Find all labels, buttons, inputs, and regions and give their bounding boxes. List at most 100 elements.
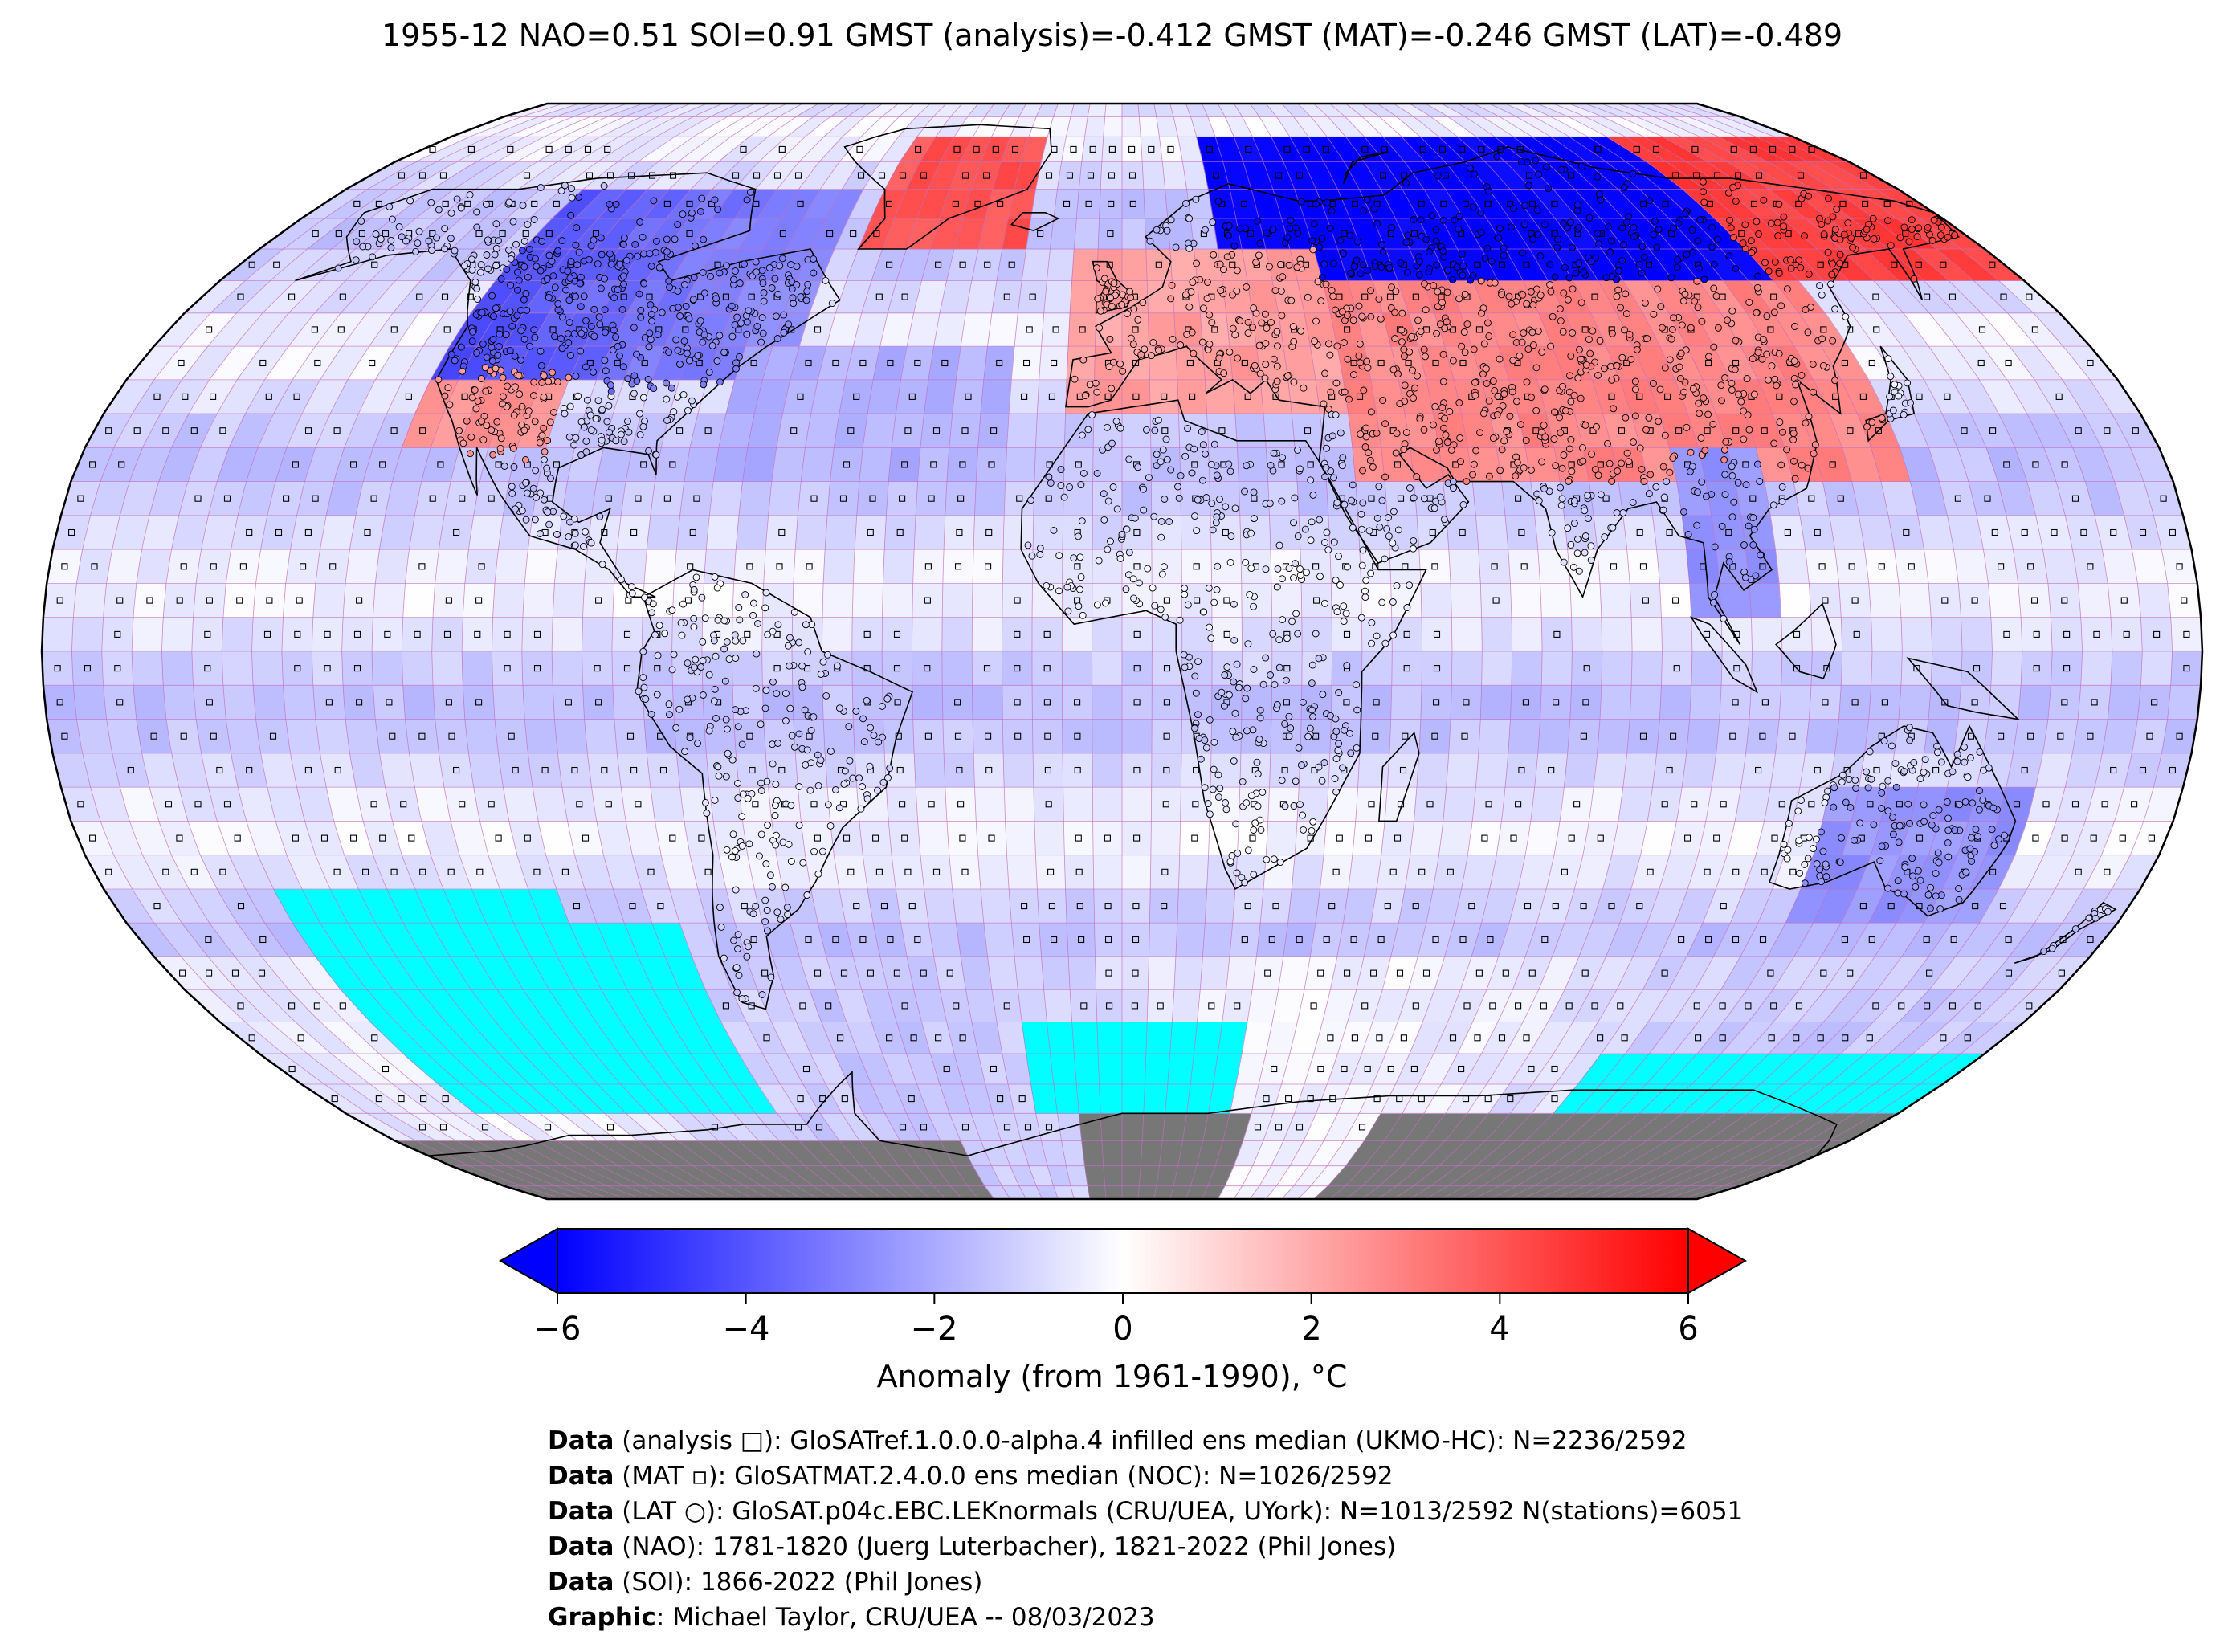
station-marker (447, 350, 455, 358)
anomaly-cell (1481, 617, 1513, 652)
anomaly-cell (1571, 617, 1603, 652)
anomaly-cell (1121, 855, 1152, 890)
station-marker (1737, 398, 1745, 406)
station-marker (654, 331, 662, 339)
anomaly-cell (225, 719, 261, 754)
station-marker (471, 278, 479, 286)
station-marker (1533, 490, 1541, 498)
station-marker (490, 312, 497, 320)
station-marker (1366, 456, 1374, 464)
anomaly-cell (1626, 549, 1660, 584)
anomaly-cell (371, 617, 404, 652)
anomaly-cell (1438, 821, 1473, 856)
station-marker (547, 475, 554, 483)
station-marker (570, 441, 578, 449)
anomaly-cell (920, 855, 953, 890)
anomaly-cell (833, 855, 868, 890)
station-marker (512, 240, 520, 248)
station-marker (803, 288, 811, 296)
station-marker (1805, 271, 1813, 278)
anomaly-cell (1002, 549, 1034, 584)
station-marker (1439, 377, 1447, 385)
station-marker (743, 196, 751, 204)
station-marker (1710, 284, 1718, 292)
station-marker (1385, 532, 1393, 540)
station-marker (705, 369, 713, 376)
station-marker (1496, 355, 1504, 363)
station-marker (1119, 367, 1127, 375)
anomaly-cell (311, 617, 344, 652)
anomaly-cell (342, 583, 376, 618)
station-marker (571, 529, 579, 537)
station-marker (427, 198, 435, 206)
station-marker (496, 444, 504, 452)
station-marker (492, 262, 500, 270)
anomaly-cell (2077, 583, 2112, 618)
anomaly-cell (955, 345, 989, 381)
anomaly-cell (1749, 583, 1782, 618)
station-marker (489, 451, 497, 459)
anomaly-cell (1099, 189, 1123, 219)
anomaly-cell (251, 651, 284, 686)
anomaly-cell (1315, 888, 1349, 924)
anomaly-cell (1151, 719, 1182, 754)
anomaly-cell (650, 786, 685, 822)
station-marker (507, 281, 515, 289)
anomaly-cell (822, 549, 855, 584)
station-marker (1333, 342, 1341, 350)
anomaly-cell (708, 786, 743, 822)
station-marker (612, 437, 620, 445)
anomaly-cell (103, 583, 137, 618)
anomaly-cell (1898, 684, 1932, 720)
anomaly-cell (862, 413, 896, 448)
anomaly-cell (1990, 617, 2023, 652)
anomaly-cell (1630, 617, 1663, 652)
anomaly-cell (586, 753, 622, 788)
anomaly-cell (71, 651, 104, 686)
anomaly-cell (1121, 1185, 1140, 1199)
anomaly-cell (1075, 1083, 1101, 1114)
anomaly-cell (101, 651, 134, 686)
station-marker (598, 251, 606, 259)
station-marker (457, 343, 465, 351)
anomaly-cell (1421, 651, 1453, 686)
station-marker (605, 402, 613, 410)
station-marker (590, 305, 598, 313)
anomaly-cell (432, 583, 466, 618)
station-marker (530, 326, 538, 334)
station-marker (708, 341, 716, 349)
station-marker (1426, 264, 1434, 272)
anomaly-cell (912, 549, 945, 584)
anomaly-cell (942, 719, 974, 754)
anomaly-cell (315, 719, 350, 754)
station-marker (562, 286, 570, 294)
anomaly-cell (1143, 189, 1169, 219)
anomaly-cell (1006, 855, 1038, 890)
anomaly-cell (1689, 684, 1722, 720)
station-marker (1375, 483, 1383, 491)
station-marker (1443, 267, 1451, 275)
station-marker (1236, 225, 1244, 233)
anomaly-cell (341, 651, 373, 686)
anomaly-cell (1681, 753, 1717, 788)
station-marker (1709, 598, 1717, 606)
anomaly-cell (584, 719, 618, 754)
station-marker (628, 589, 636, 598)
anomaly-cell (1711, 753, 1747, 788)
anomaly-cell (1597, 719, 1630, 754)
station-marker (1364, 364, 1372, 372)
station-marker (1613, 275, 1620, 283)
anomaly-cell (859, 821, 892, 856)
station-marker (473, 208, 481, 216)
station-marker (435, 206, 443, 214)
anomaly-cell (1924, 549, 1959, 584)
station-marker (1538, 458, 1546, 466)
anomaly-cell (912, 651, 943, 686)
station-marker (1631, 385, 1639, 394)
anomaly-cell (2020, 651, 2053, 686)
station-marker (520, 296, 528, 304)
anomaly-cell (527, 753, 563, 788)
station-marker (822, 276, 830, 284)
anomaly-cell (943, 753, 975, 788)
anomaly-cell (1838, 583, 1872, 618)
